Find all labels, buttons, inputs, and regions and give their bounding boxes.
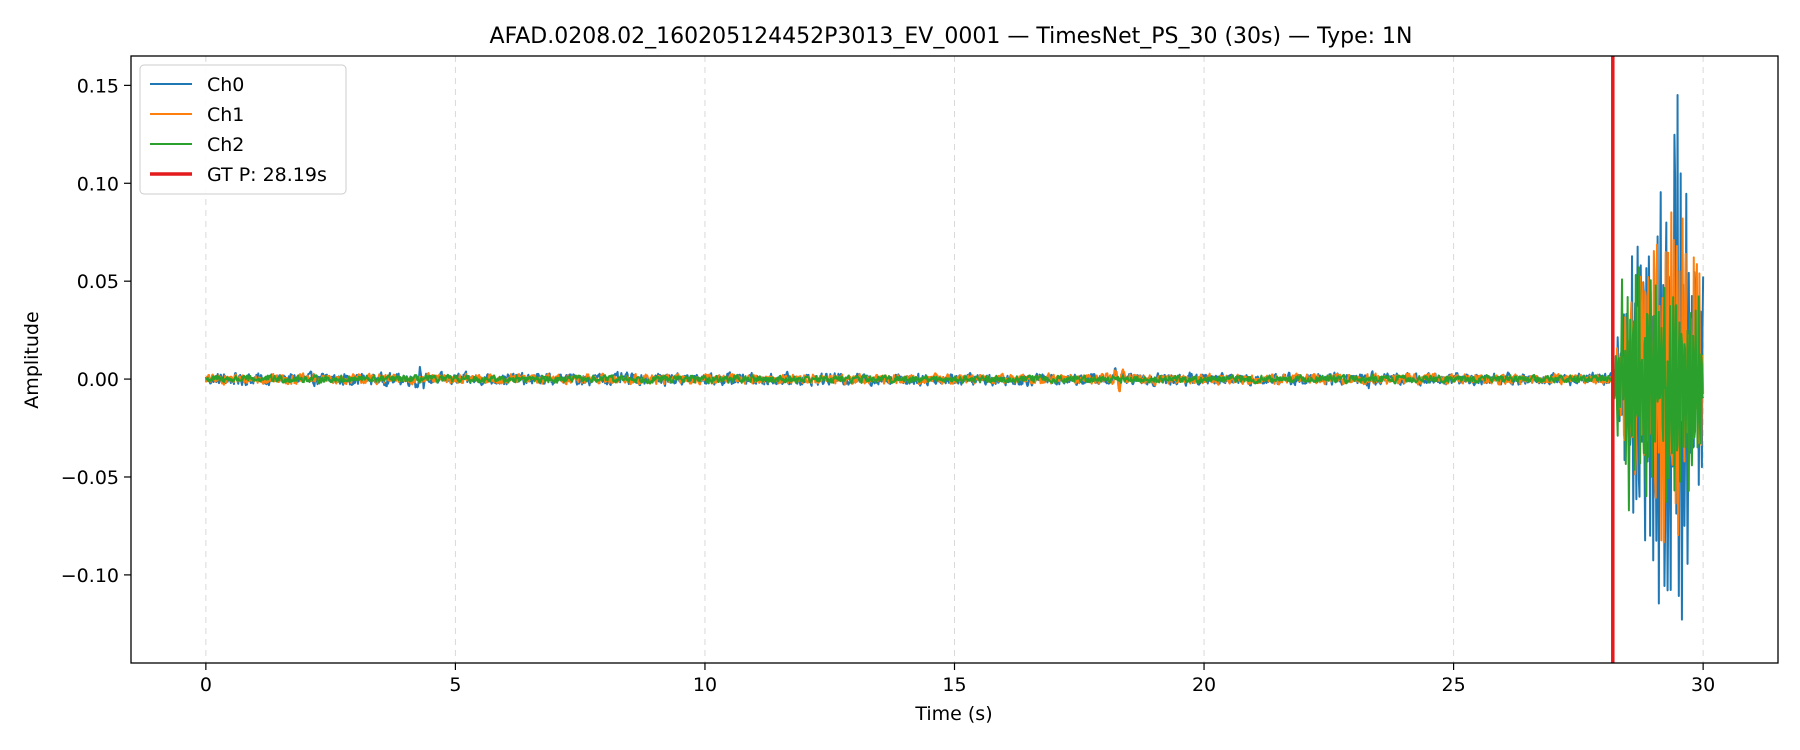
x-tick-label: 5 bbox=[449, 674, 461, 696]
legend-box bbox=[139, 64, 347, 195]
legend: Ch0 Ch1 Ch2 GT P: 28.19s bbox=[139, 64, 347, 195]
series-layer bbox=[204, 94, 1705, 621]
x-tick-label: 25 bbox=[1441, 674, 1465, 696]
y-tick-label: 0.05 bbox=[77, 271, 119, 293]
x-axis-ticks: 0 5 10 15 20 25 30 bbox=[200, 663, 1715, 696]
x-tick-label: 30 bbox=[1691, 674, 1715, 696]
series-ch2-line bbox=[205, 266, 1705, 512]
y-tick-label: 0.10 bbox=[77, 173, 119, 195]
y-tick-label: 0.00 bbox=[77, 369, 119, 391]
y-axis-label: Amplitude bbox=[21, 311, 43, 408]
y-axis-ticks: −0.10 −0.05 0.00 0.05 0.10 0.15 bbox=[61, 75, 131, 587]
y-tick-label: −0.05 bbox=[61, 467, 119, 489]
y-tick-label: 0.15 bbox=[77, 75, 119, 97]
x-tick-label: 10 bbox=[693, 674, 717, 696]
chart-title: AFAD.0208.02_160205124452P3013_EV_0001 —… bbox=[490, 24, 1413, 49]
legend-label: Ch2 bbox=[207, 134, 244, 156]
x-tick-label: 0 bbox=[200, 674, 212, 696]
x-tick-label: 15 bbox=[942, 674, 966, 696]
x-tick-label: 20 bbox=[1192, 674, 1216, 696]
y-tick-label: −0.10 bbox=[61, 565, 119, 587]
legend-label: Ch1 bbox=[207, 104, 244, 126]
legend-label: GT P: 28.19s bbox=[207, 164, 327, 186]
legend-label: Ch0 bbox=[207, 74, 244, 96]
x-axis-label: Time (s) bbox=[914, 703, 992, 725]
